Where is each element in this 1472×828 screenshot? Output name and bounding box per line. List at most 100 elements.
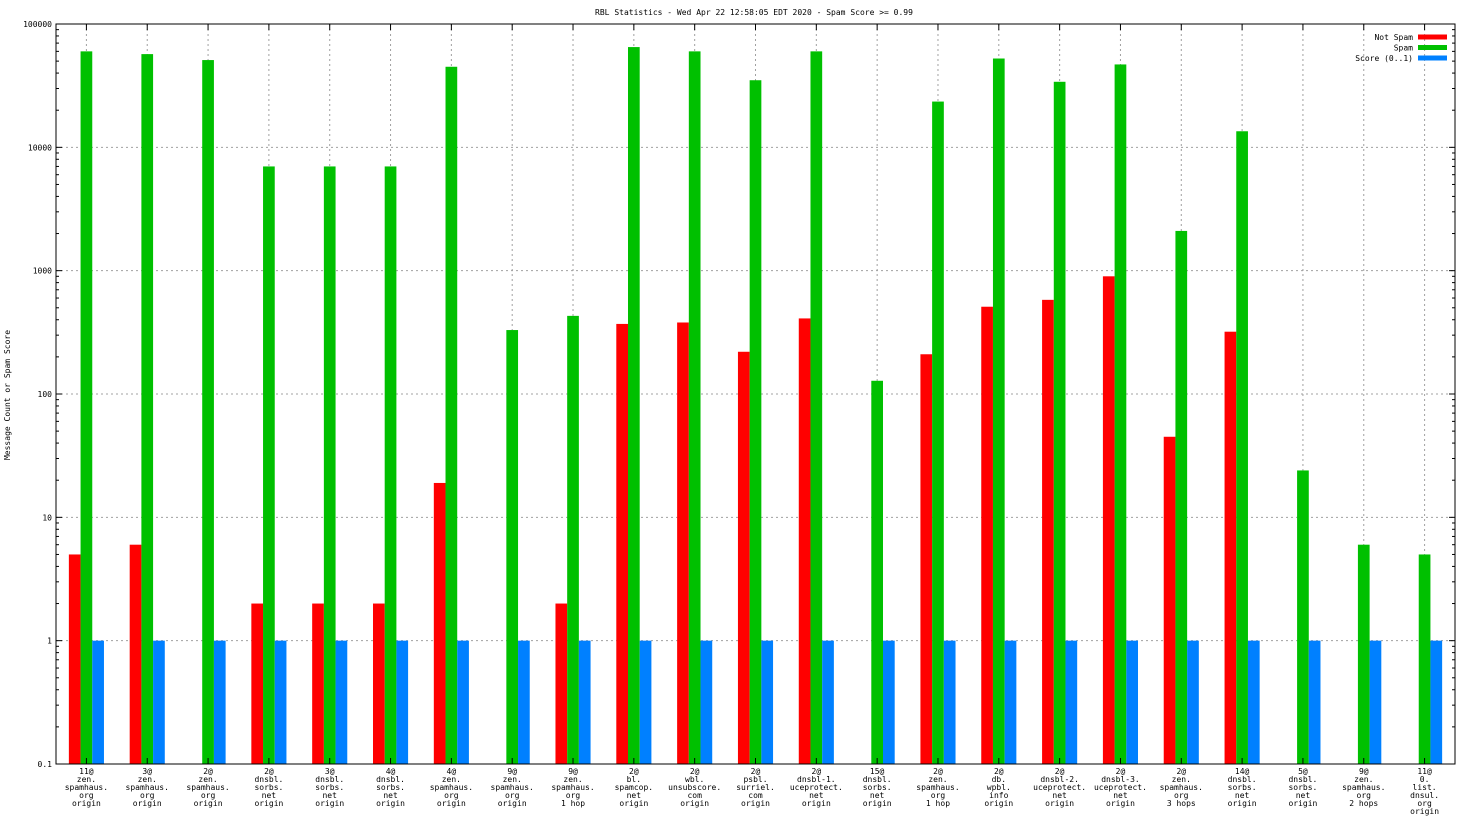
bar-score-0-1 (700, 640, 713, 764)
bar-spam (871, 380, 884, 764)
bar-spam (688, 51, 701, 765)
x-tick-label-line: origin (133, 799, 162, 808)
bar-not-spam (677, 322, 689, 764)
x-tick-label-line: origin (194, 799, 223, 808)
x-tick-label-line: net (262, 791, 277, 800)
bar-score-0-1 (1369, 640, 1382, 764)
bar-score-0-1 (639, 640, 652, 764)
x-tick-label-line: 1 hop (926, 799, 950, 808)
x-tick-label-line: origin (1045, 799, 1074, 808)
legend-swatch (1418, 34, 1447, 40)
x-tick-label: 4@ dnsbl. sorbs. net origin (376, 767, 405, 808)
x-tick-label-line: sorbs. (376, 783, 405, 792)
x-tick-label-line: uceprotect. (1094, 783, 1147, 792)
bar-score-0-1 (92, 640, 104, 764)
x-tick-label-line: 0. (1420, 775, 1430, 784)
x-tick-label-line: zen. (442, 775, 461, 784)
x-tick-label-line: origin (254, 799, 283, 808)
x-tick-label-line: 2@ (994, 767, 1004, 776)
x-tick-label-line: surriel. (736, 783, 775, 792)
bar-not-spam (433, 482, 446, 764)
x-tick-label: 3@ dnsbl. sorbs. net origin (315, 767, 344, 808)
x-tick-label: 2@ dnsbl-1. uceprotect. net origin (790, 767, 843, 808)
x-tick-label-line: origin (802, 799, 831, 808)
x-tick-label-line: uceprotect. (1033, 783, 1086, 792)
x-tick-label-line: sorbs. (1288, 783, 1317, 792)
x-tick-label-line: 2@ (690, 767, 700, 776)
bar-score-0-1 (1065, 640, 1078, 764)
x-tick-label-line: 3 hops (1167, 799, 1196, 808)
bar-score-0-1 (578, 640, 591, 764)
x-tick-label-line: 2@ (1176, 767, 1186, 776)
x-tick-label: 2@ dnsbl. sorbs. net origin (254, 767, 283, 808)
x-tick-label-line: 3@ (325, 767, 335, 776)
x-tick-label-line: dnsbl-3. (1101, 775, 1140, 784)
bar-series (68, 47, 1443, 765)
bar-spam (384, 166, 397, 764)
bar-score-0-1 (1187, 640, 1199, 764)
legend-label: Score (0..1) (1355, 54, 1413, 63)
x-tick-label-line: 5@ (1298, 767, 1308, 776)
x-tick-label-line: bl. (627, 775, 641, 784)
x-tick-label-line: spamhaus. (1342, 783, 1385, 792)
bar-spam (445, 66, 458, 765)
bar-score-0-1 (761, 640, 774, 764)
legend-label: Spam (1394, 44, 1413, 53)
bar-score-0-1 (822, 640, 834, 764)
x-tick-label-line: 9@ (568, 767, 578, 776)
x-tick-label-line: 15@ (870, 767, 885, 776)
bar-score-0-1 (1308, 640, 1321, 764)
x-tick-label: 2@ dnsbl-3. uceprotect. net origin (1094, 767, 1147, 808)
x-tick-label-line: net (627, 791, 642, 800)
bar-score-0-1 (1247, 640, 1260, 764)
x-tick-label: 14@ dnsbl. sorbs. net origin (1228, 767, 1257, 808)
bar-not-spam (129, 544, 142, 764)
x-tick-label: 2@ bl. spamcop. net origin (615, 767, 654, 808)
bar-not-spam (1163, 436, 1176, 764)
x-tick-label-line: zen. (928, 775, 947, 784)
bar-spam (1236, 131, 1248, 764)
x-tick-label-line: zen. (1354, 775, 1373, 784)
x-tick-label-line: 2@ (933, 767, 943, 776)
x-tick-label-line: 2 hops (1349, 799, 1378, 808)
bar-spam (627, 47, 640, 764)
x-tick-label-line: zen. (563, 775, 582, 784)
x-tick-label-line: spamhaus. (186, 783, 229, 792)
x-tick-label-line: 11@ (1417, 767, 1432, 776)
bar-not-spam (372, 603, 385, 764)
bar-spam (749, 80, 762, 764)
x-tick-label-line: 9@ (1359, 767, 1369, 776)
bar-score-0-1 (883, 640, 895, 764)
bar-spam (141, 54, 154, 765)
y-tick-label: 10 (42, 513, 52, 522)
bar-score-0-1 (1004, 640, 1017, 764)
y-tick-label: 100 (38, 390, 53, 399)
x-tick-label-line: origin (72, 799, 101, 808)
x-tick-label-line: org (79, 791, 94, 800)
x-tick-label-line: org (1174, 791, 1189, 800)
x-tick-label: 11@ zen. spamhaus. org origin (65, 767, 108, 808)
bar-not-spam (981, 306, 993, 764)
bar-not-spam (737, 351, 750, 764)
x-tick-label-line: origin (863, 799, 892, 808)
x-tick-label-line: net (1235, 791, 1250, 800)
bar-spam (1114, 64, 1127, 764)
x-tick-label-line: org (444, 791, 459, 800)
bar-not-spam (555, 603, 568, 764)
x-tick-label-line: spamhaus. (916, 783, 959, 792)
bar-not-spam (616, 323, 628, 764)
y-tick-label: 10000 (28, 143, 52, 152)
x-tick-label-line: org (505, 791, 520, 800)
x-tick-label: 3@ zen. spamhaus. org origin (126, 767, 169, 808)
legend-label: Not Spam (1374, 33, 1413, 42)
bar-spam (506, 330, 519, 764)
bar-score-0-1 (457, 640, 469, 764)
bar-score-0-1 (1126, 640, 1139, 764)
x-tick-label: 15@ dnsbl. sorbs. net origin (863, 767, 892, 808)
y-tick-label: 0.1 (38, 760, 53, 769)
x-tick-label-line: zen. (503, 775, 522, 784)
bar-spam (80, 51, 93, 765)
bar-spam (1297, 470, 1309, 764)
